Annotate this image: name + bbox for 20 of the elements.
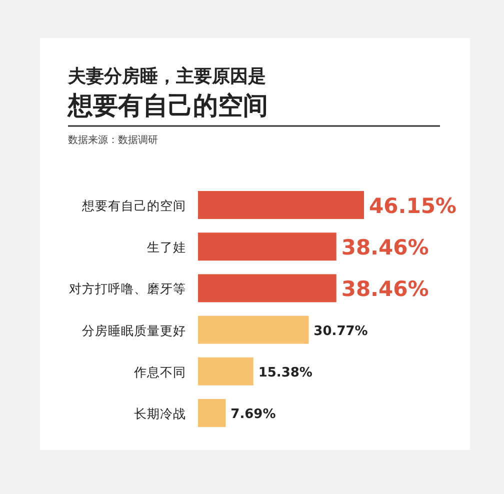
y-tick-label: 分房睡眠质量更好 [82, 322, 186, 338]
data-label: 30.77% [314, 324, 368, 339]
data-label: 7.69% [230, 407, 276, 422]
source-note: 数据来源：数据调研 [68, 134, 158, 146]
data-label: 38.46% [341, 277, 429, 302]
bar [198, 232, 336, 261]
data-label: 46.15% [369, 194, 456, 218]
bar [198, 274, 336, 302]
y-tick-label: 作息不同 [133, 364, 186, 380]
data-label: 38.46% [341, 236, 429, 260]
y-tick-label: 想要有自己的空间 [81, 198, 186, 213]
bar [198, 399, 226, 427]
data-label: 15.38% [258, 365, 312, 380]
y-tick-label: 生了娃 [147, 240, 186, 255]
bar [198, 316, 309, 344]
chart-title: 夫妻分房睡，主要原因是 [67, 66, 266, 87]
bar [198, 191, 364, 219]
y-tick-label: 对方打呼噜、磨牙等 [69, 281, 186, 296]
bar [198, 357, 254, 386]
y-tick-label: 长期冷战 [134, 406, 186, 421]
